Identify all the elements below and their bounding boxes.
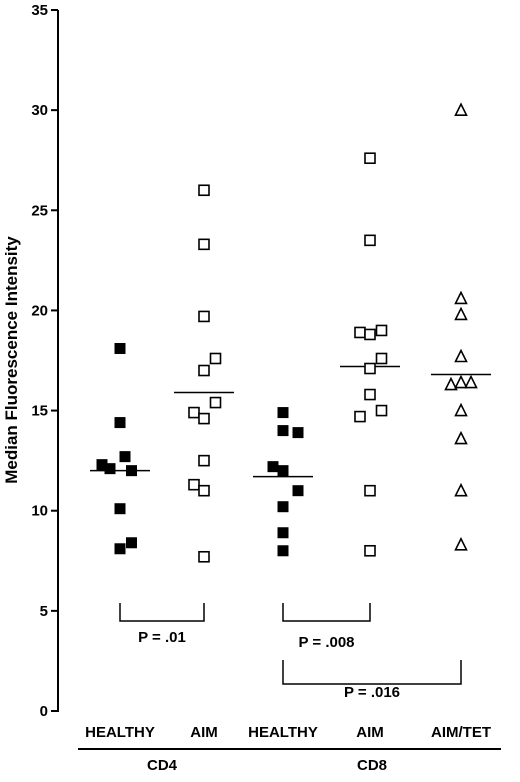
data-point-triangle [444, 376, 458, 391]
y-tick-label: 5 [40, 603, 48, 620]
significance-bracket [282, 660, 462, 685]
y-axis-label: Median Fluorescence Intensity [2, 236, 21, 484]
data-point-filled-square [277, 501, 289, 513]
data-point-open-square [198, 184, 210, 197]
data-point-filled-square [104, 463, 116, 475]
data-point-open-square [364, 234, 376, 247]
data-point-open-square [364, 544, 376, 557]
data-point-open-square [375, 352, 388, 365]
data-point-open-square [375, 324, 388, 337]
category-label: AIM [190, 724, 218, 741]
y-tick-label: 0 [40, 703, 48, 720]
data-point-open-square [198, 412, 210, 425]
category-label: HEALTHY [248, 724, 318, 741]
data-point-triangle [454, 348, 468, 363]
data-point-open-square [209, 352, 222, 365]
data-point-open-square [354, 410, 366, 423]
y-tick-label: 35 [31, 2, 48, 19]
median-lines [90, 365, 491, 478]
y-ticks: 0 5 10 15 20 25 30 35 [31, 2, 58, 720]
data-point-triangle [454, 306, 468, 321]
data-point-open-square [209, 396, 222, 409]
data-point-open-square [364, 388, 376, 401]
data-point-triangle [454, 536, 468, 551]
y-tick-label: 30 [31, 102, 48, 119]
group-labels: CD4 CD8 [78, 748, 501, 774]
category-label: HEALTHY [85, 724, 155, 741]
category-label: AIM/TET [431, 724, 491, 741]
data-point-open-square [198, 238, 210, 251]
data-point-open-square [354, 326, 366, 339]
data-point-filled-square [277, 527, 289, 539]
data-point-filled-square [292, 485, 304, 497]
data-point-open-square [198, 310, 210, 323]
significance-bracket [282, 603, 371, 622]
data-point-filled-square [277, 425, 289, 437]
data-point-open-square [364, 152, 376, 165]
y-tick-label: 25 [31, 202, 48, 219]
y-tick-label: 20 [31, 302, 48, 319]
data-point-filled-square [119, 451, 131, 463]
data-point-open-square [198, 364, 210, 377]
p-value-label: P = .01 [138, 629, 186, 646]
significance-brackets: P = .01 P = .008 P = .016 [119, 603, 462, 701]
data-point-triangle [454, 430, 468, 445]
data-point-open-square [198, 484, 210, 497]
data-point-triangle [454, 102, 468, 116]
data-point-triangle [454, 402, 468, 417]
data-point-open-square [198, 454, 210, 467]
y-tick-label: 15 [31, 403, 48, 420]
category-label: AIM [356, 724, 384, 741]
y-tick-label: 10 [31, 503, 48, 520]
data-point-triangle [454, 482, 468, 497]
data-point-open-square [198, 550, 210, 563]
data-point-filled-square [292, 427, 304, 439]
p-value-label: P = .008 [298, 634, 354, 651]
data-point-open-square [364, 328, 376, 341]
data-point-filled-square [126, 537, 137, 549]
data-point-filled-square [96, 459, 108, 471]
group-label: CD4 [147, 757, 178, 774]
data-point-filled-square [277, 407, 289, 419]
significance-bracket [119, 603, 205, 622]
data-point-open-square [188, 406, 200, 419]
data-point-filled-square [267, 461, 279, 473]
p-value-label: P = .016 [344, 684, 400, 701]
data-point-filled-square [277, 545, 289, 557]
category-labels: HEALTHY AIM HEALTHY AIM AIM/TET [85, 724, 491, 741]
data-point-triangle [454, 374, 468, 389]
data-point-filled-square [126, 465, 137, 477]
data-point-filled-square [114, 342, 126, 354]
data-point-triangle [454, 290, 468, 305]
data-point-filled-square [114, 543, 126, 555]
data-point-open-square [375, 404, 388, 417]
data-point-open-square [364, 484, 376, 497]
data-point-open-square [364, 362, 376, 375]
data-point-open-square [188, 478, 200, 491]
group-label: CD8 [357, 757, 387, 774]
data-points [96, 102, 478, 563]
data-point-filled-square [277, 465, 289, 477]
data-point-filled-square [114, 503, 126, 515]
data-point-filled-square [114, 417, 126, 429]
data-point-triangle [464, 374, 478, 389]
